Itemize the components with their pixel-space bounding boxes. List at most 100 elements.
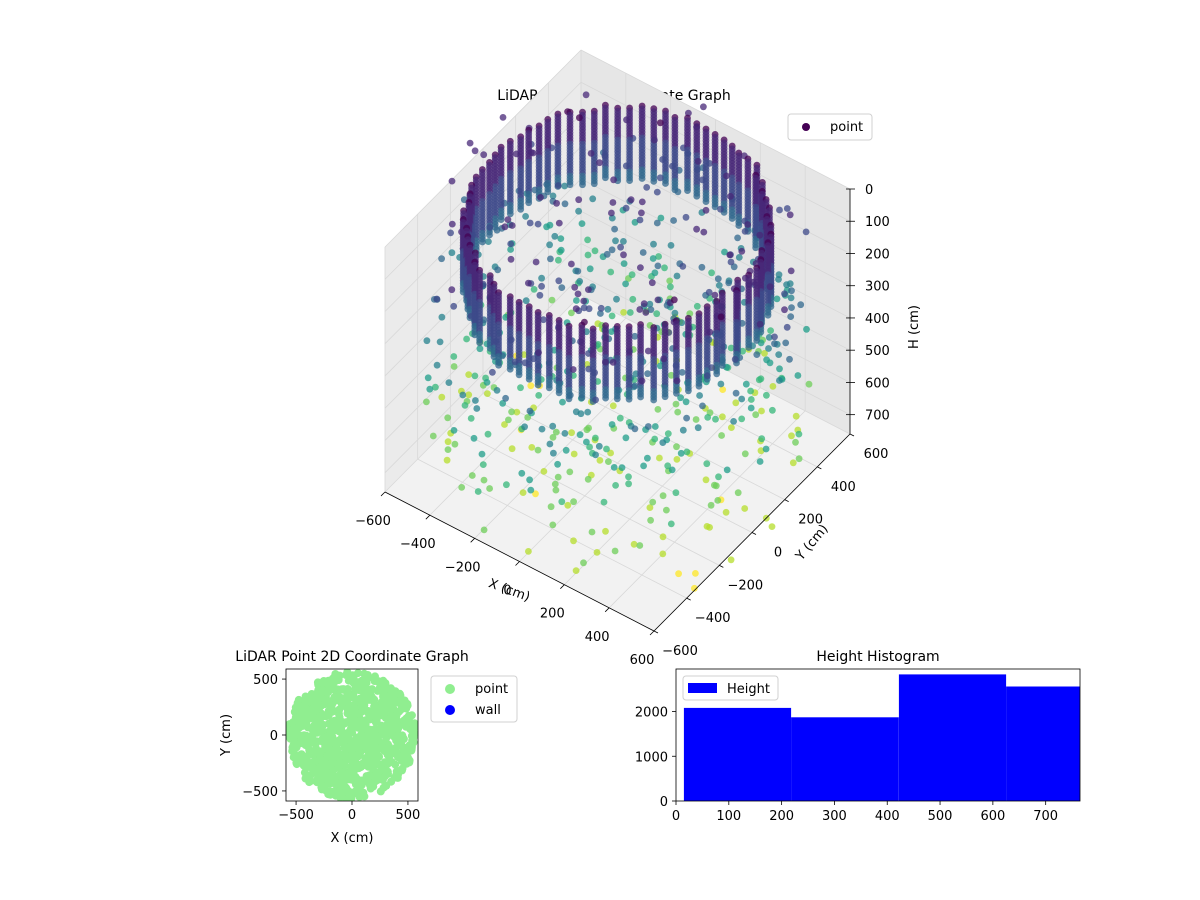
- point-marker: [385, 742, 394, 751]
- point-marker: [354, 741, 363, 750]
- point-marker: [708, 364, 716, 371]
- point-marker: [626, 177, 633, 185]
- point-marker: [497, 216, 505, 224]
- point-marker: [756, 320, 764, 328]
- point-marker: [719, 386, 727, 393]
- point-marker: [706, 328, 714, 336]
- point-marker: [366, 695, 375, 704]
- histogram-bar: [791, 717, 899, 801]
- point-marker: [322, 733, 331, 742]
- point-marker: [757, 447, 765, 455]
- point-marker: [485, 238, 492, 246]
- point-marker: [712, 415, 719, 423]
- point-marker: [747, 404, 755, 412]
- point-marker: [448, 220, 456, 228]
- point-marker: [673, 272, 681, 280]
- point-marker: [588, 528, 596, 536]
- point-marker: [644, 423, 652, 430]
- point-marker: [566, 468, 574, 476]
- y-tick: [751, 532, 757, 535]
- x-tick: [470, 538, 475, 543]
- point-marker: [360, 776, 369, 785]
- point-marker: [702, 198, 710, 206]
- x-tick-label: 0: [672, 809, 680, 824]
- point-marker: [730, 418, 737, 425]
- point-marker: [591, 247, 599, 255]
- point-marker: [364, 762, 373, 771]
- point-marker: [609, 199, 617, 206]
- point-marker: [381, 679, 390, 688]
- point-marker: [630, 540, 638, 548]
- point-marker: [620, 260, 628, 267]
- point-marker: [607, 268, 615, 276]
- point-marker: [698, 263, 706, 271]
- point-marker: [769, 383, 777, 390]
- point-marker: [667, 283, 674, 291]
- y-tick-label: 200: [798, 513, 823, 528]
- point-marker: [527, 149, 535, 156]
- x-tick-label: 100: [716, 809, 741, 824]
- point-marker: [637, 264, 644, 271]
- grid-z-back: [580, 146, 851, 287]
- point-marker: [672, 400, 680, 408]
- point-marker: [667, 371, 675, 379]
- scatter3d-legend-box: [787, 113, 873, 141]
- point-marker: [783, 281, 790, 289]
- point-marker: [684, 187, 691, 195]
- scatter2d-title: LiDAR Point 2D Coordinate Graph: [235, 649, 468, 665]
- point-marker: [608, 214, 616, 222]
- point-marker: [565, 395, 573, 403]
- point-marker: [324, 711, 333, 720]
- point-marker: [735, 254, 743, 261]
- point-marker: [583, 426, 591, 434]
- point-marker: [382, 685, 391, 694]
- point-marker: [538, 274, 545, 282]
- point-marker: [608, 209, 615, 217]
- grid-y-floor: [450, 425, 720, 566]
- point-marker: [450, 427, 458, 434]
- point-marker: [568, 309, 575, 317]
- point-marker: [508, 222, 516, 229]
- point-marker: [534, 446, 542, 454]
- x-tick-label: −500: [278, 808, 314, 823]
- point-marker: [291, 703, 300, 712]
- point-marker: [732, 389, 740, 397]
- point-marker: [714, 497, 722, 504]
- point-marker: [723, 172, 730, 180]
- point-marker: [327, 746, 336, 755]
- point-marker: [783, 205, 791, 212]
- point-marker: [586, 265, 594, 273]
- x-tick: [515, 561, 520, 566]
- scatter3d-legend: point: [787, 113, 873, 141]
- point-marker: [494, 266, 502, 274]
- point-marker: [294, 713, 303, 722]
- point-marker: [603, 250, 611, 258]
- point-marker: [573, 297, 580, 304]
- point-marker: [521, 359, 529, 367]
- point-marker: [586, 443, 593, 451]
- histogram-ticks: 0 100 200 300 400 500 600 700 0 1000 2000: [635, 706, 1058, 824]
- point-marker: [674, 188, 682, 196]
- point-marker: [708, 269, 715, 277]
- point-marker: [795, 430, 803, 438]
- point-marker: [622, 434, 630, 442]
- point-marker: [661, 264, 668, 272]
- point-marker: [316, 755, 325, 764]
- point-marker: [609, 359, 617, 366]
- point-marker: [702, 476, 710, 484]
- z-tick-label: 500: [865, 344, 890, 359]
- point-marker: [543, 223, 550, 231]
- point-marker: [355, 722, 364, 730]
- point-marker: [695, 382, 703, 390]
- point-marker: [549, 192, 557, 200]
- point-marker: [700, 228, 708, 236]
- point-marker: [638, 377, 646, 385]
- point-marker: [663, 506, 670, 514]
- point-marker: [653, 219, 661, 227]
- point-marker: [649, 498, 657, 506]
- grid-z-back: [580, 178, 851, 319]
- point-marker: [343, 709, 352, 718]
- point-marker: [503, 481, 510, 489]
- point-marker: [771, 340, 778, 348]
- y-tick-label: 2000: [635, 706, 668, 721]
